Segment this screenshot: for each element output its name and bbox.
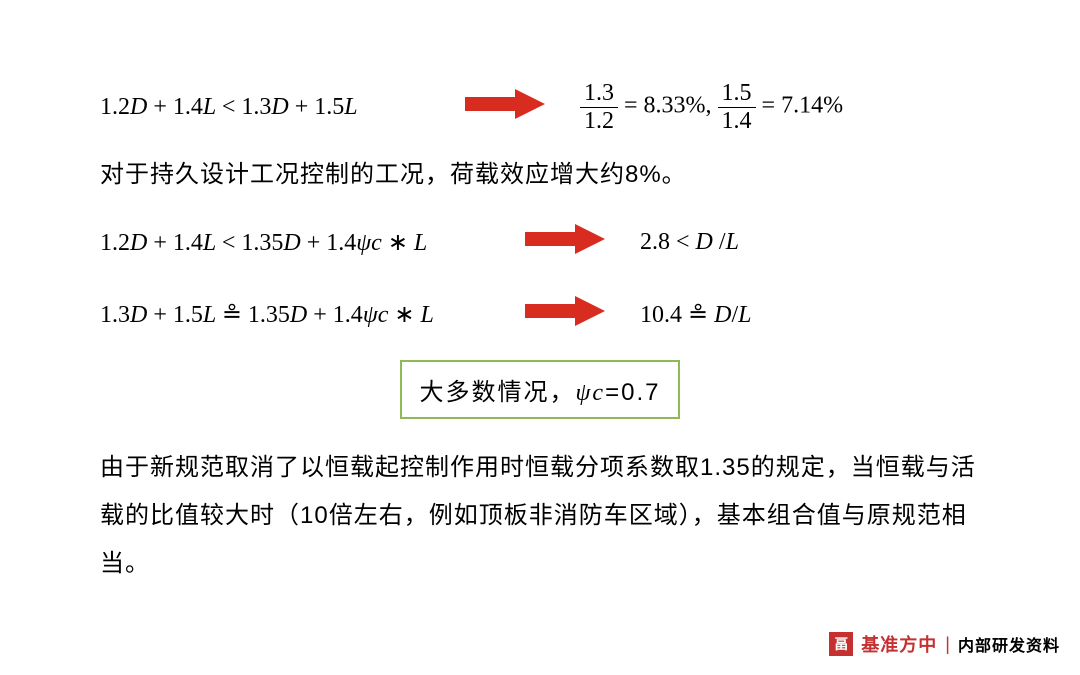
equation-right-1: 1.31.2 = 8.33%, 1.51.4 = 7.14% xyxy=(580,80,843,134)
equation-right-2: 2.8 < D /L xyxy=(640,229,739,256)
box-psi: ψc xyxy=(576,380,606,406)
equation-right-3: 10.4 ≗ D/L xyxy=(640,300,751,329)
arrow-icon xyxy=(460,86,550,129)
brand-text: 基准方中 xyxy=(861,631,937,657)
equation-row-2: 1.2D + 1.4L < 1.35D + 1.4ψc ∗ L 2.8 < D … xyxy=(100,216,980,270)
arrow-icon xyxy=(520,221,610,264)
paragraph: 由于新规范取消了以恒载起控制作用时恒载分项系数取1.35的规定，当恒载与活载的比… xyxy=(100,444,980,588)
highlight-box-wrap: 大多数情况，ψc=0.7 xyxy=(100,360,980,419)
text-line-1: 对于持久设计工况控制的工况，荷载效应增大约8%。 xyxy=(100,152,980,198)
box-val: =0.7 xyxy=(605,379,660,406)
equation-row-3: 1.3D + 1.5L ≗ 1.35D + 1.4ψc ∗ L 10.4 ≗ D… xyxy=(100,288,980,342)
equation-left-2: 1.2D + 1.4L < 1.35D + 1.4ψc ∗ L xyxy=(100,228,490,257)
separator: | xyxy=(945,634,950,655)
footer: 畐 基准方中 | 内部研发资料 xyxy=(829,631,1060,657)
footer-tag: 内部研发资料 xyxy=(958,632,1060,656)
equation-left-1: 1.2D + 1.4L < 1.3D + 1.5L xyxy=(100,94,430,121)
box-text: 大多数情况， xyxy=(420,379,576,406)
logo-icon: 畐 xyxy=(829,632,853,656)
equation-row-1: 1.2D + 1.4L < 1.3D + 1.5L 1.31.2 = 8.33%… xyxy=(100,80,980,134)
arrow-icon xyxy=(520,293,610,336)
highlight-box: 大多数情况，ψc=0.7 xyxy=(400,360,681,419)
equation-left-3: 1.3D + 1.5L ≗ 1.35D + 1.4ψc ∗ L xyxy=(100,300,490,329)
